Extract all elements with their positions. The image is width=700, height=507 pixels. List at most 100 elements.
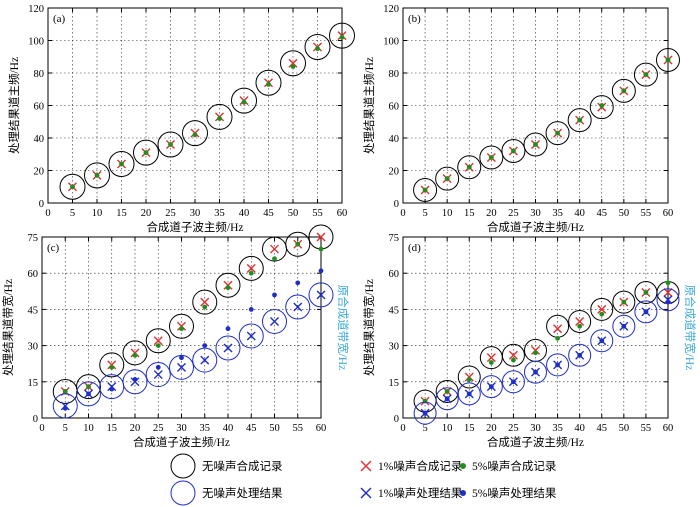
- data-point-dot: [621, 323, 627, 329]
- panel-label: (d): [408, 242, 421, 254]
- data-point-circle: [633, 62, 658, 87]
- x-tick-label: 30: [530, 208, 541, 219]
- data-point-circle: [285, 294, 311, 320]
- x-tick-label: 55: [641, 208, 652, 219]
- data-point-circle: [329, 22, 355, 49]
- cross-stroke: [553, 324, 563, 334]
- data-point-circle: [568, 343, 592, 367]
- data-point-circle: [231, 87, 257, 114]
- x-tick-label: 40: [239, 208, 250, 219]
- legend-marker-noise-free-result: [170, 480, 196, 506]
- data-point-dot: [466, 376, 472, 382]
- data-point-dot: [109, 364, 115, 370]
- data-point-dot: [192, 132, 198, 138]
- data-point-circle: [612, 314, 636, 338]
- data-point-circle: [435, 166, 460, 191]
- data-point-circle: [413, 401, 437, 425]
- y-tick-label: 60: [389, 102, 400, 113]
- series-0: [413, 48, 680, 202]
- x-axis-label: 合成道子波主频/Hz: [146, 220, 243, 234]
- data-point-dot: [248, 307, 254, 312]
- cross-stroke: [288, 58, 298, 68]
- data-point-cross: [663, 288, 673, 298]
- x-tick-label: 35: [552, 423, 563, 434]
- x-tick-label: 30: [190, 208, 201, 219]
- data-point-cross: [60, 401, 70, 411]
- data-point-dot: [318, 246, 324, 252]
- y-tick-label: 20: [34, 167, 45, 178]
- data-point-cross: [200, 355, 210, 365]
- data-point-dot: [168, 142, 173, 147]
- series-2: [62, 241, 324, 394]
- legend-marker-1pct-synthetic: [360, 460, 372, 472]
- y-tick-label: 60: [28, 269, 39, 280]
- x-tick-label: 60: [316, 423, 327, 434]
- x-tick-label: 25: [508, 208, 519, 219]
- cross-stroke: [130, 348, 140, 358]
- data-point-dot: [62, 405, 68, 411]
- data-point-circle: [215, 272, 241, 298]
- y-tick-label: 40: [34, 134, 45, 145]
- cross-stroke: [177, 362, 186, 372]
- data-point-dot: [225, 326, 231, 332]
- data-point-dot: [599, 311, 605, 317]
- data-point-cross: [597, 304, 607, 314]
- cross-stroke: [246, 331, 256, 341]
- y-tick-label: 30: [28, 342, 39, 353]
- y-tick-label: 0: [39, 199, 44, 210]
- data-point-dot: [511, 148, 516, 154]
- data-point-dot: [266, 81, 271, 87]
- cross-stroke: [130, 377, 140, 387]
- data-point-circle: [262, 308, 287, 334]
- data-point-dot: [577, 323, 583, 329]
- data-point-dot: [533, 369, 538, 375]
- y-tick-label: 45: [389, 305, 400, 316]
- data-point-dot: [665, 280, 671, 286]
- cross-stroke: [107, 360, 117, 370]
- data-point-cross: [177, 321, 186, 331]
- data-point-cross: [464, 372, 474, 382]
- data-point-dot: [488, 360, 494, 365]
- data-point-circle: [255, 69, 282, 96]
- series-0: [59, 22, 355, 200]
- legend-marker-1pct-result: [360, 487, 372, 499]
- data-point-circle: [611, 78, 636, 103]
- data-point-circle: [182, 120, 208, 147]
- data-point-circle: [206, 103, 233, 130]
- cross-stroke: [531, 345, 540, 355]
- data-point-circle: [656, 288, 680, 312]
- x-tick-label: 20: [130, 423, 141, 434]
- panels: 0 5 10 15 20 25 30 35 40 45 50 55 60020406080100120合…: [1, 4, 697, 449]
- data-point-dot: [665, 299, 671, 305]
- data-point-cross: [107, 382, 117, 392]
- data-point-cross: [316, 232, 326, 242]
- data-point-dot: [241, 99, 247, 105]
- series-1: [420, 288, 673, 406]
- data-point-circle: [656, 48, 680, 72]
- data-point-circle: [567, 108, 592, 133]
- data-point-dot: [511, 357, 516, 363]
- data-point-circle: [238, 255, 264, 281]
- data-point-circle: [457, 382, 481, 406]
- x-tick-label: 20: [141, 208, 152, 219]
- data-point-cross: [130, 377, 140, 387]
- data-point-dot: [109, 386, 115, 392]
- x-tick-label: 35: [214, 208, 225, 219]
- data-point-circle: [546, 353, 570, 377]
- cross-stroke: [200, 297, 210, 307]
- chart-panel-2: 0 5 10 15 20 25 30 35 40 45 50 55 60 0 15 30 45 60 75 合成道子波…: [1, 224, 350, 449]
- data-point-dot: [94, 172, 100, 178]
- cross-stroke: [293, 302, 303, 312]
- data-point-dot: [295, 280, 301, 286]
- y-tick-label: 0: [394, 199, 399, 210]
- data-point-cross: [531, 345, 540, 355]
- y-tick-label: 80: [34, 69, 45, 80]
- data-point-circle: [304, 34, 331, 60]
- data-point-dot: [339, 34, 345, 40]
- data-point-circle: [133, 139, 159, 166]
- series-5: [422, 299, 671, 416]
- y-tick-label: 100: [383, 37, 399, 48]
- data-point-circle: [280, 50, 306, 77]
- cross-stroke: [508, 350, 518, 360]
